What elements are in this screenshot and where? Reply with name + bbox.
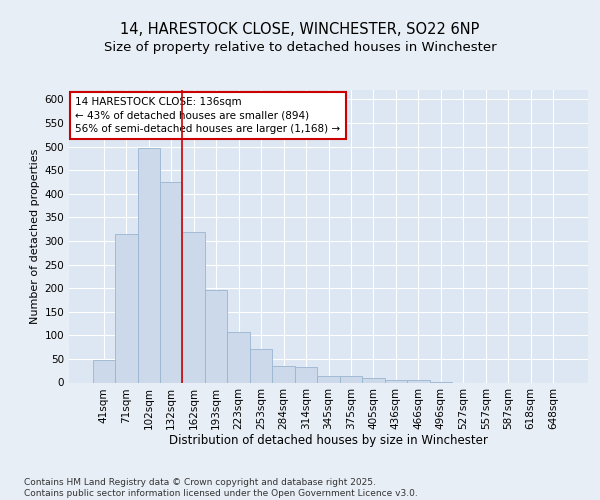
Bar xyxy=(295,367,317,382)
Bar xyxy=(272,366,295,382)
Bar xyxy=(205,290,227,382)
Bar xyxy=(115,234,137,382)
Bar xyxy=(227,332,250,382)
Bar xyxy=(385,380,407,382)
Bar xyxy=(250,350,272,382)
Bar xyxy=(340,376,362,382)
Bar xyxy=(92,360,115,382)
Text: 14, HARESTOCK CLOSE, WINCHESTER, SO22 6NP: 14, HARESTOCK CLOSE, WINCHESTER, SO22 6N… xyxy=(121,22,479,38)
X-axis label: Distribution of detached houses by size in Winchester: Distribution of detached houses by size … xyxy=(169,434,488,446)
Bar xyxy=(182,232,205,382)
Bar xyxy=(407,380,430,382)
Text: Size of property relative to detached houses in Winchester: Size of property relative to detached ho… xyxy=(104,41,496,54)
Bar xyxy=(137,148,160,382)
Bar xyxy=(160,182,182,382)
Text: Contains HM Land Registry data © Crown copyright and database right 2025.
Contai: Contains HM Land Registry data © Crown c… xyxy=(24,478,418,498)
Bar xyxy=(362,378,385,382)
Y-axis label: Number of detached properties: Number of detached properties xyxy=(30,148,40,324)
Bar xyxy=(317,376,340,382)
Text: 14 HARESTOCK CLOSE: 136sqm
← 43% of detached houses are smaller (894)
56% of sem: 14 HARESTOCK CLOSE: 136sqm ← 43% of deta… xyxy=(75,98,340,134)
